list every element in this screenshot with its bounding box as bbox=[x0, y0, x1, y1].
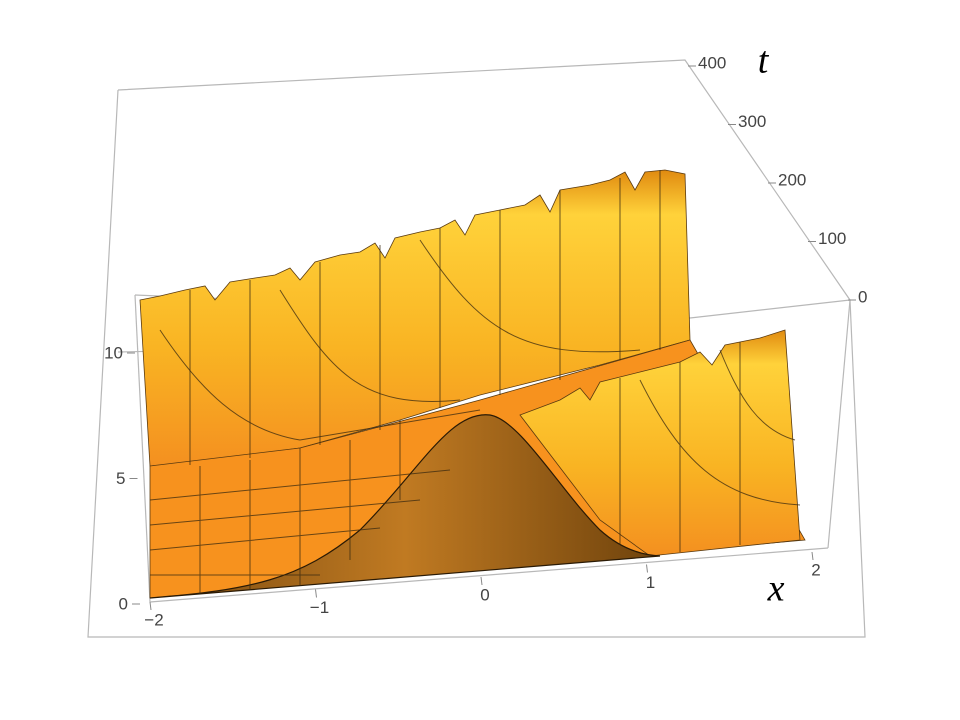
x-tick bbox=[646, 564, 648, 573]
t-tick-label: 300 bbox=[738, 112, 766, 131]
x-tick bbox=[149, 601, 152, 611]
z-tick-label: 10 bbox=[104, 343, 123, 362]
z-tick-label: 5 bbox=[116, 469, 125, 488]
t-tick-label: 100 bbox=[818, 229, 846, 248]
x-tick bbox=[480, 576, 483, 586]
t-axis-title: t bbox=[758, 40, 770, 82]
x-tick-label: −2 bbox=[144, 610, 163, 629]
t-tick-label: 400 bbox=[698, 53, 726, 72]
x-tick bbox=[315, 589, 317, 598]
x-tick-label: −1 bbox=[310, 598, 329, 617]
z-tick-label: 0 bbox=[119, 594, 128, 613]
surface bbox=[139, 169, 806, 599]
front-ridge bbox=[519, 329, 801, 557]
x-tick-label: 1 bbox=[646, 573, 655, 592]
t-tick-label: 0 bbox=[858, 287, 867, 306]
x-tick-label: 2 bbox=[811, 560, 820, 579]
t-tick-label: 200 bbox=[778, 170, 806, 189]
x-axis-title: x bbox=[767, 568, 785, 610]
x-tick-label: 0 bbox=[480, 585, 489, 604]
x-tick bbox=[811, 551, 814, 561]
